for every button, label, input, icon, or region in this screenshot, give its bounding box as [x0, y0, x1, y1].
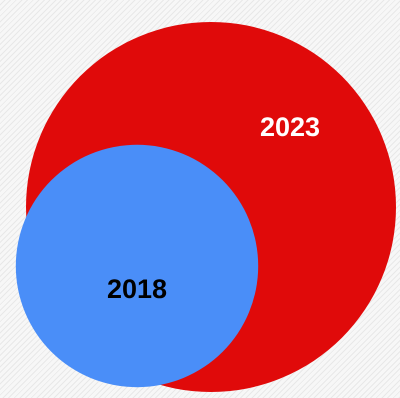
circle-2018 — [15, 144, 259, 388]
label-2018: 2018 — [107, 274, 167, 304]
label-2023: 2023 — [260, 112, 320, 142]
